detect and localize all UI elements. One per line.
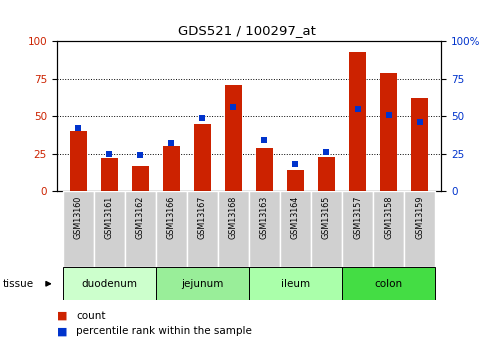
Text: GSM13168: GSM13168 (229, 195, 238, 238)
Bar (156, 267, 249, 300)
Bar (249, 267, 342, 300)
Point (137, 153, 144, 158)
Text: GDS521 / 100297_at: GDS521 / 100297_at (177, 24, 316, 37)
Point (322, 150, 330, 155)
Point (74, 126, 82, 131)
Bar (380, 73, 397, 191)
Bar (156, 191, 187, 267)
Bar (342, 191, 373, 267)
Text: GSM13159: GSM13159 (415, 195, 424, 239)
Bar (349, 52, 366, 191)
Text: colon: colon (375, 279, 403, 289)
Bar (249, 191, 280, 267)
Bar (218, 191, 249, 267)
Bar (125, 191, 156, 267)
Bar (287, 170, 304, 191)
Text: GSM13162: GSM13162 (136, 195, 145, 239)
Point (168, 141, 176, 146)
Text: ileum: ileum (281, 279, 310, 289)
Text: jejunum: jejunum (181, 279, 224, 289)
Bar (225, 85, 242, 191)
Bar (94, 191, 125, 267)
Bar (70, 131, 87, 191)
Point (385, 112, 392, 118)
Bar (373, 191, 404, 267)
Bar (163, 146, 180, 191)
Bar (101, 158, 118, 191)
Point (291, 162, 299, 167)
Bar (63, 191, 94, 267)
Point (353, 106, 361, 112)
Text: GSM13167: GSM13167 (198, 195, 207, 239)
Text: ■: ■ (57, 326, 67, 336)
Text: GSM13160: GSM13160 (74, 195, 83, 238)
Bar (311, 191, 342, 267)
Text: GSM13161: GSM13161 (105, 195, 114, 238)
Bar (256, 148, 273, 191)
Text: GSM13163: GSM13163 (260, 195, 269, 238)
Bar (187, 191, 218, 267)
Bar (63, 267, 156, 300)
Bar (404, 191, 435, 267)
Point (230, 105, 238, 110)
Text: GSM13166: GSM13166 (167, 195, 176, 238)
Point (416, 120, 423, 125)
Bar (411, 98, 428, 191)
Text: tissue: tissue (2, 279, 34, 289)
Text: GSM13158: GSM13158 (384, 195, 393, 239)
Bar (318, 157, 335, 191)
Text: ■: ■ (57, 311, 67, 321)
Text: GSM13164: GSM13164 (291, 195, 300, 238)
Point (260, 138, 268, 143)
Text: GSM13157: GSM13157 (353, 195, 362, 239)
Text: duodenum: duodenum (81, 279, 138, 289)
Text: percentile rank within the sample: percentile rank within the sample (76, 326, 252, 336)
Text: GSM13165: GSM13165 (322, 195, 331, 239)
Bar (132, 166, 149, 191)
Bar (280, 191, 311, 267)
Point (106, 151, 113, 157)
Bar (342, 267, 435, 300)
Bar (194, 124, 211, 191)
Text: count: count (76, 311, 106, 321)
Point (199, 115, 207, 121)
